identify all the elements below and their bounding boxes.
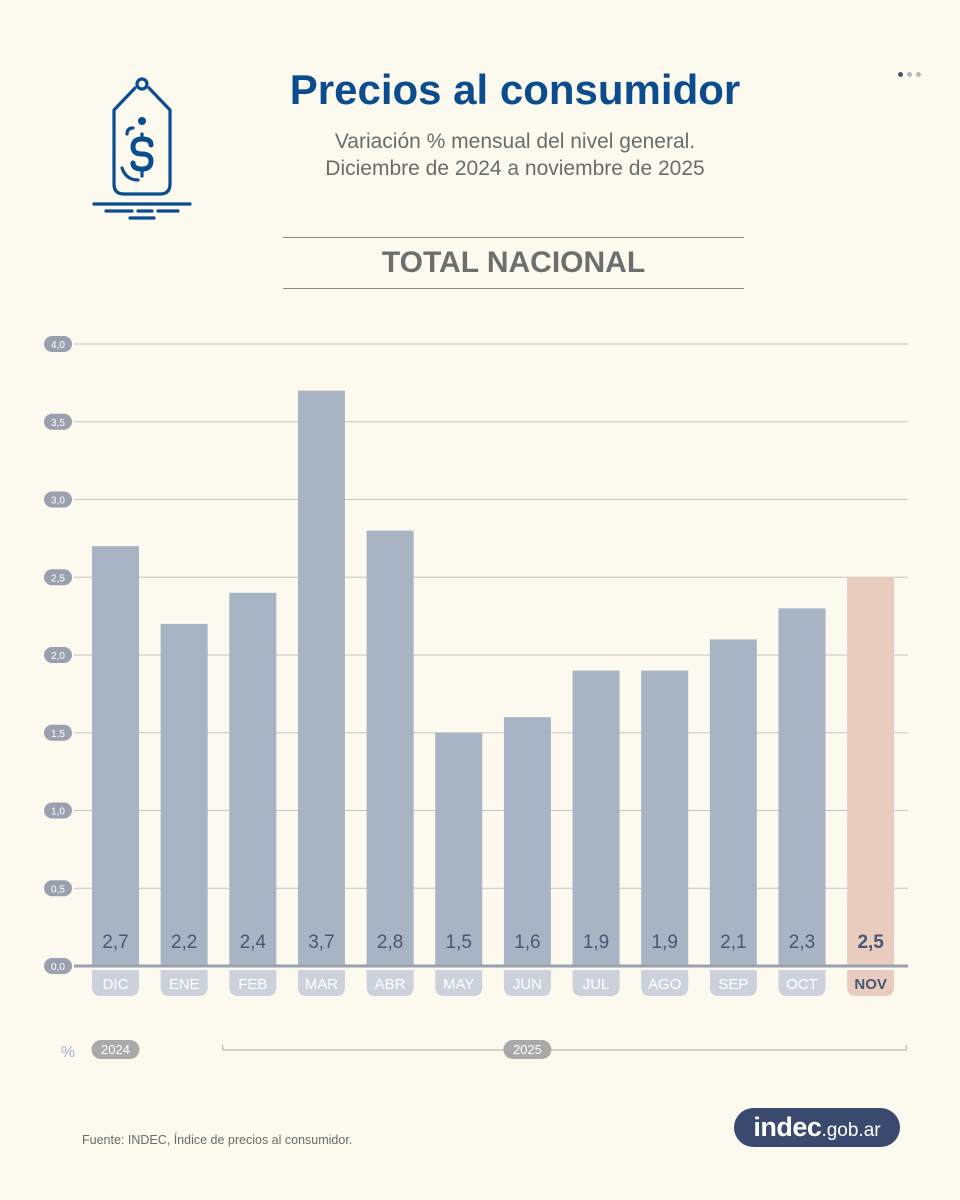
month-pill <box>435 970 483 996</box>
bar-value-label: 2,4 <box>240 932 267 953</box>
bar <box>229 592 277 966</box>
bar <box>641 670 689 966</box>
y-tick-label: 3,5 <box>51 418 65 429</box>
y-tick-pill <box>44 413 72 430</box>
month-pill <box>297 970 345 996</box>
bar <box>572 670 620 966</box>
month-pill <box>229 970 277 996</box>
month-label: JUN <box>513 976 542 993</box>
month-label: SEP <box>718 976 748 993</box>
year-label: 2024 <box>101 1042 130 1057</box>
month-label: DIC <box>103 976 129 993</box>
bar-value-label: 1,5 <box>446 932 472 953</box>
month-pill <box>160 970 208 996</box>
month-pill <box>366 970 414 996</box>
y-tick-pill <box>44 880 72 897</box>
bar-value-label: 2,3 <box>789 932 815 953</box>
bar-value-label: 1,9 <box>583 932 609 953</box>
month-label: AGO <box>648 976 681 993</box>
y-tick-label: 1,0 <box>51 807 65 818</box>
bar-value-label: 1,6 <box>514 932 540 953</box>
pagination-dots <box>898 72 921 77</box>
bar <box>847 577 895 966</box>
bar <box>92 546 139 966</box>
month-label: MAY <box>443 976 474 993</box>
month-pill <box>503 970 551 996</box>
year-pill <box>91 1040 140 1059</box>
y-tick-pill <box>44 491 72 508</box>
bar <box>709 639 757 966</box>
bar-value-label: 2,5 <box>857 932 884 953</box>
y-tick-pill <box>44 724 72 741</box>
indec-logo[interactable]: indec .gob.ar <box>734 1108 900 1147</box>
bar-value-label: 2,7 <box>102 932 128 953</box>
month-label: ABR <box>375 976 406 993</box>
y-tick-label: 2,5 <box>51 573 65 584</box>
month-pill <box>778 970 826 996</box>
y-tick-pill <box>44 336 72 352</box>
month-pill <box>709 970 757 996</box>
pagination-dot <box>907 72 912 77</box>
month-pill <box>572 970 620 996</box>
bar-value-label: 2,2 <box>171 932 197 953</box>
bar <box>297 390 345 966</box>
source-note: Fuente: INDEC, Índice de precios al cons… <box>82 1133 353 1147</box>
bar <box>366 530 414 966</box>
y-tick-pill <box>44 647 72 663</box>
y-tick-label: 2,0 <box>51 651 65 662</box>
bar-value-label: 2,1 <box>720 932 746 953</box>
month-label: MAR <box>305 976 339 993</box>
month-pill <box>847 970 895 996</box>
bar <box>503 717 551 966</box>
y-tick-pill <box>44 569 72 586</box>
pagination-dot <box>916 72 921 77</box>
bar <box>160 623 208 966</box>
month-label: OCT <box>786 976 818 993</box>
bar <box>435 732 483 966</box>
bar-value-label: 3,7 <box>308 932 334 953</box>
logo-main-text: indec <box>753 1112 822 1142</box>
logo-suffix-text: .gob.ar <box>821 1120 881 1141</box>
page-title: Precios al consumidor <box>289 66 741 113</box>
y-tick-label: 3,0 <box>51 496 65 507</box>
page-subtitle: Variación % mensual del nivel general. D… <box>230 128 800 182</box>
y-tick-label: 0,0 <box>51 962 65 973</box>
year-pill <box>503 1040 552 1059</box>
month-label: FEB <box>238 976 267 993</box>
month-label: JUL <box>583 976 610 993</box>
month-pill <box>641 970 689 996</box>
y-tick-label: 4,0 <box>51 340 65 351</box>
pagination-dot <box>898 72 903 77</box>
price-tag-dollar-icon <box>92 77 192 220</box>
y-tick-label: 0,5 <box>51 884 65 895</box>
month-label: ENE <box>169 976 200 993</box>
y-tick-pill <box>44 958 72 974</box>
bar-value-label: 2,8 <box>377 932 403 953</box>
month-label: NOV <box>854 976 887 993</box>
bar-value-label: 1,9 <box>651 932 677 953</box>
month-pill <box>92 970 139 996</box>
section-title: TOTAL NACIONAL <box>283 237 744 289</box>
y-tick-pill <box>44 802 72 819</box>
year-label: 2025 <box>513 1042 542 1057</box>
unit-label: % <box>61 1044 75 1061</box>
bar <box>778 608 826 966</box>
subtitle-line-2: Diciembre de 2024 a noviembre de 2025 <box>325 157 705 180</box>
subtitle-line-1: Variación % mensual del nivel general. <box>334 130 696 153</box>
y-tick-label: 1,5 <box>51 729 65 740</box>
